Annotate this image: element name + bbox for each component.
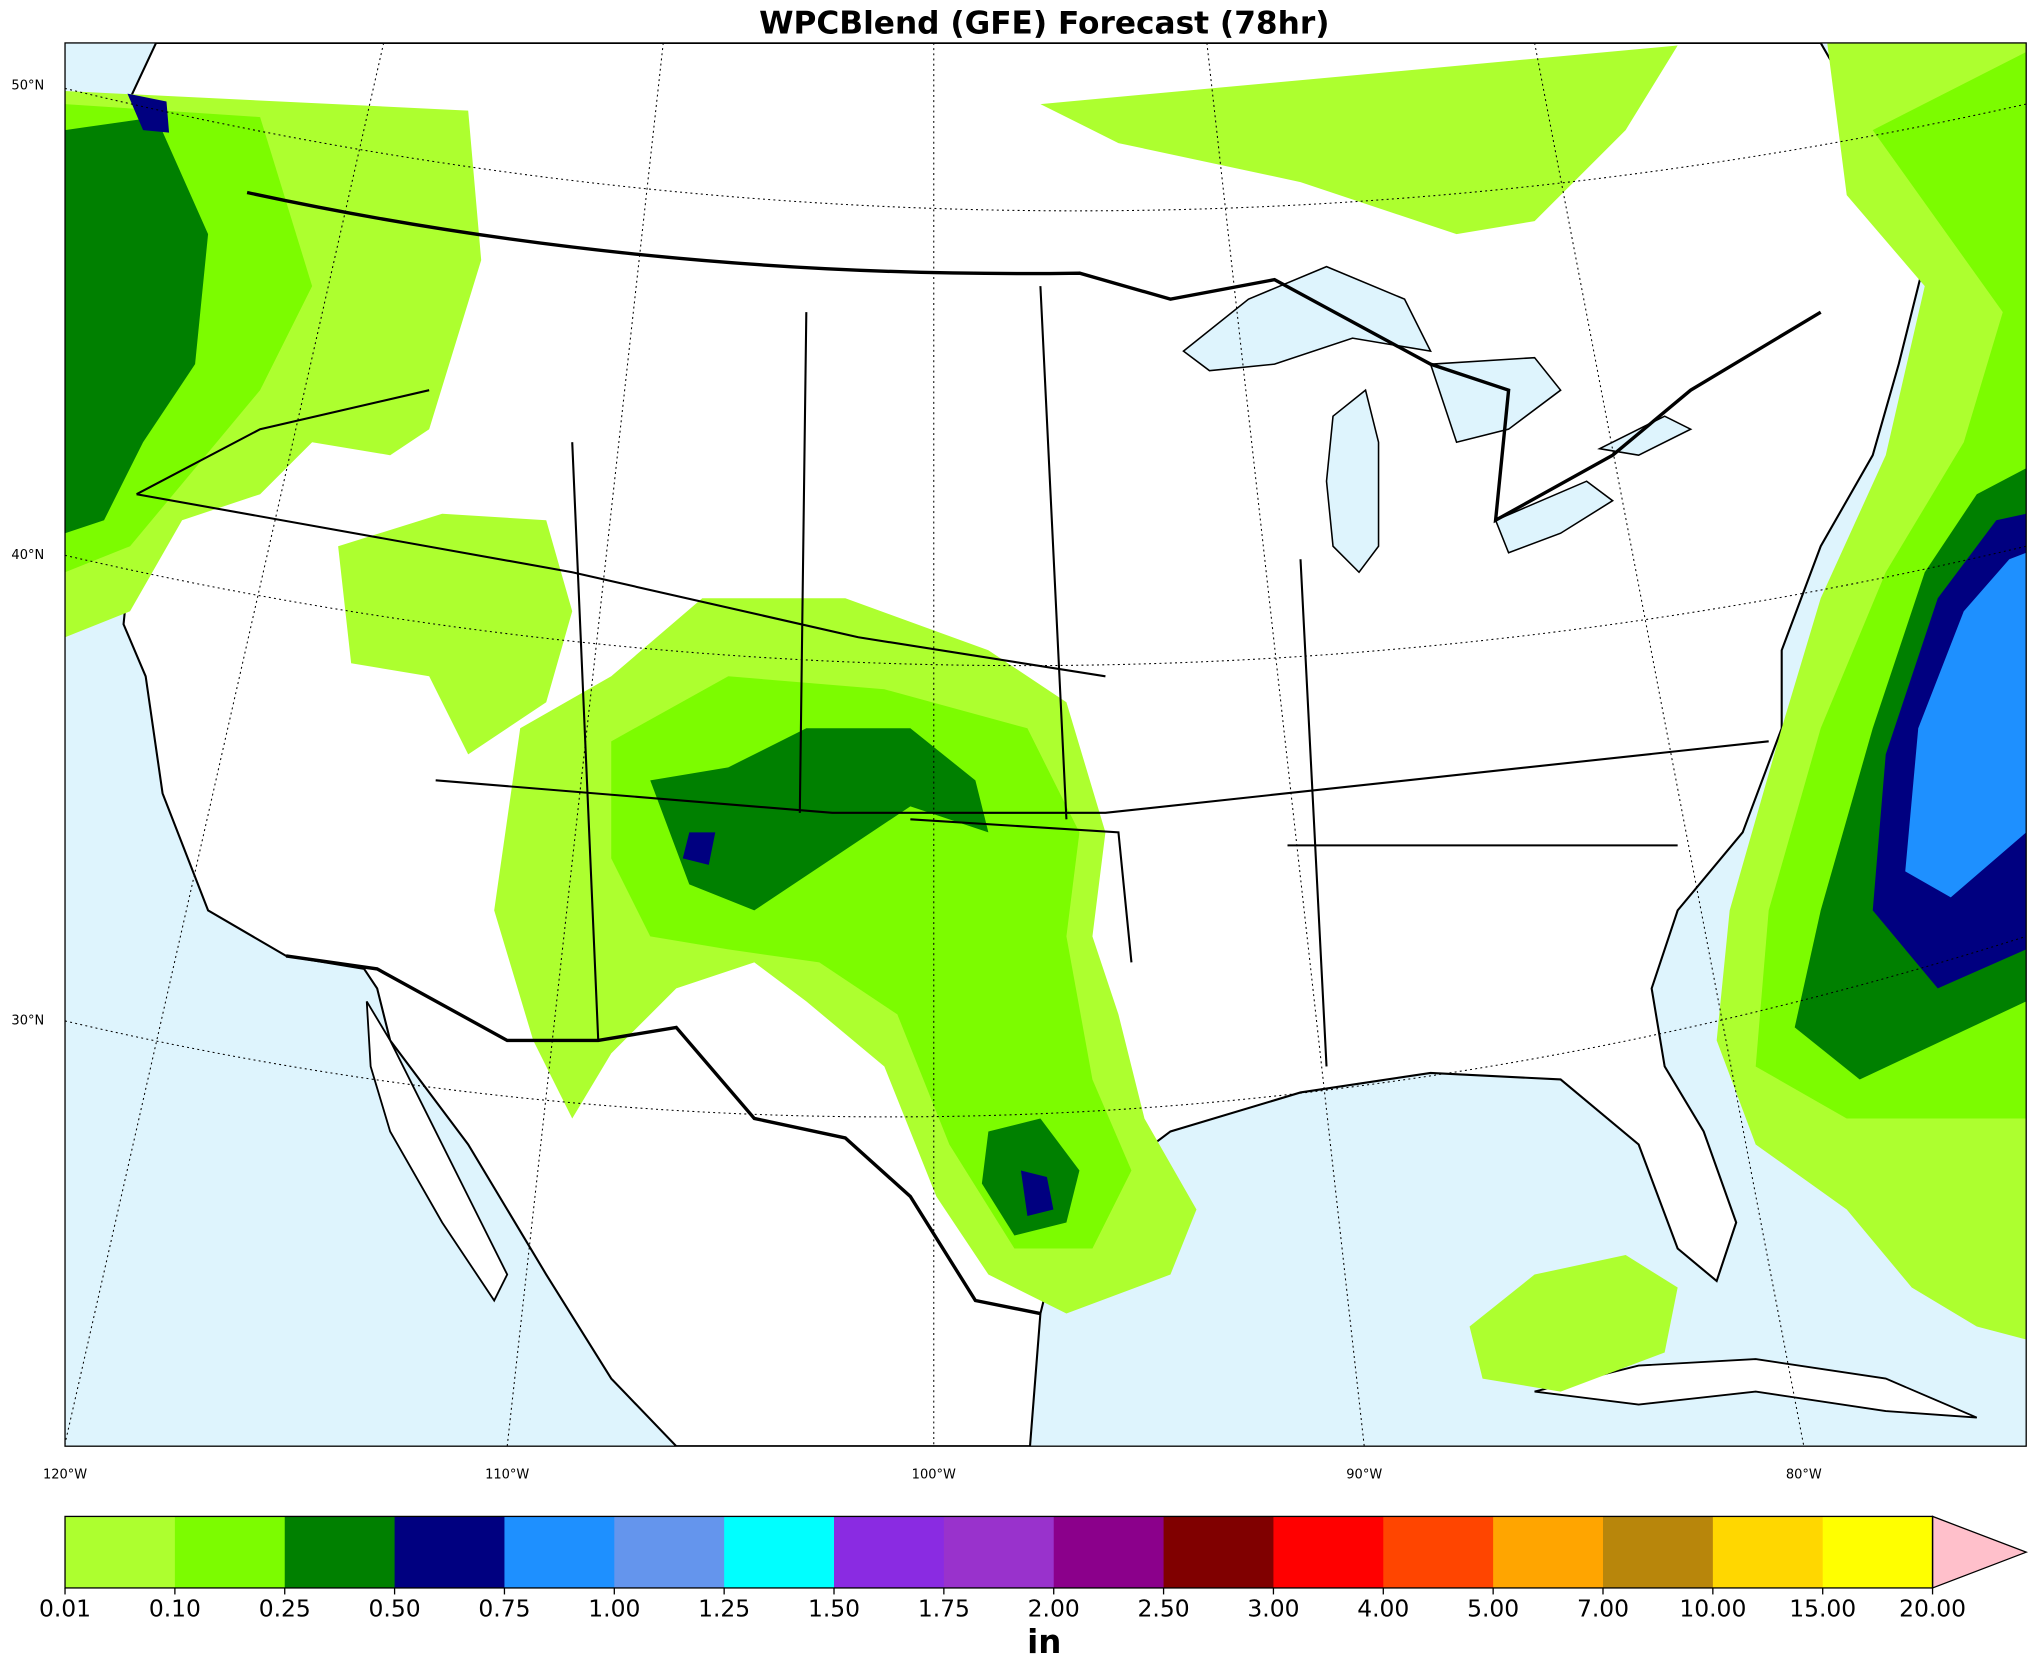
colorbar-segment (394, 1516, 506, 1588)
lat-label: 40°N (11, 548, 44, 563)
title: WPCBlend (GFE) Forecast (78hr) (759, 6, 1329, 42)
lon-label: 120°W (43, 1467, 87, 1482)
colorbar-label: 0.25 (259, 1595, 311, 1623)
cuba (1534, 1358, 1978, 1419)
colorbar-segment (1493, 1516, 1604, 1588)
axis-labels: 50°N 40°N 30°N 120°W 110°W 100°W 90°W 80°W (11, 78, 1821, 1482)
colorbar-segment (1602, 1516, 1714, 1588)
colorbar-segment (504, 1516, 615, 1588)
colorbar-segment (1822, 1516, 1934, 1588)
colorbar-segment (1712, 1516, 1824, 1588)
colorbar-label: 0.75 (478, 1595, 530, 1623)
colorbar-label: 1.50 (808, 1595, 860, 1623)
colorbar-segment (1383, 1516, 1494, 1588)
colorbar-segment (724, 1516, 835, 1588)
lat-label: 30°N (11, 1013, 44, 1028)
colorbar-segment (834, 1516, 945, 1588)
colorbar-segment (174, 1516, 286, 1588)
colorbar-label: 1.00 (588, 1595, 640, 1623)
map-frame (64, 42, 2027, 1447)
colorbar-label: 3.00 (1247, 1595, 1299, 1623)
colorbar-segment (1163, 1516, 1275, 1588)
lon-label: 100°W (912, 1467, 956, 1482)
lon-label: 90°W (1346, 1467, 1382, 1482)
colorbar-frame (64, 1515, 1934, 1589)
colorbar-label: 5.00 (1467, 1595, 1519, 1623)
lon-label: 110°W (485, 1467, 529, 1482)
graticule (65, 42, 2027, 1447)
colorbar-label: 4.00 (1357, 1595, 1409, 1623)
map (64, 42, 2027, 1447)
baja (365, 1000, 509, 1303)
colorbar-label: 1.25 (698, 1595, 750, 1623)
lon-label: 80°W (1786, 1467, 1822, 1482)
colorbar-segment (65, 1516, 176, 1588)
colorbar-label: 20.00 (1899, 1595, 1966, 1623)
state-borders (136, 190, 1822, 1316)
colorbar-segment (284, 1516, 396, 1588)
lat-label: 50°N (11, 78, 44, 93)
colorbar-extend (1931, 1515, 2029, 1589)
colorbar-label: 0.10 (149, 1595, 201, 1623)
colorbar-segment (943, 1516, 1055, 1588)
colorbar-label: 0.01 (39, 1595, 91, 1623)
colorbar-label: 0.50 (369, 1595, 421, 1623)
colorbar-label: 10.00 (1679, 1595, 1746, 1623)
colorbar-label: 2.00 (1028, 1595, 1080, 1623)
colorbar-label: 2.50 (1138, 1595, 1190, 1623)
colorbar: 0.01 0.10 0.25 0.50 0.75 1.00 1.25 1.50 1.75 2.00… (39, 1515, 2029, 1661)
colorbar-segment (614, 1516, 725, 1588)
great-lakes (1182, 265, 1693, 574)
colorbar-segment (1273, 1516, 1384, 1588)
colorbar-label: 7.00 (1577, 1595, 1629, 1623)
colorbar-segment (1053, 1516, 1165, 1588)
colorbar-label: 15.00 (1789, 1595, 1856, 1623)
colorbar-unit: in (1027, 1623, 1061, 1661)
colorbar-label: 1.75 (918, 1595, 970, 1623)
